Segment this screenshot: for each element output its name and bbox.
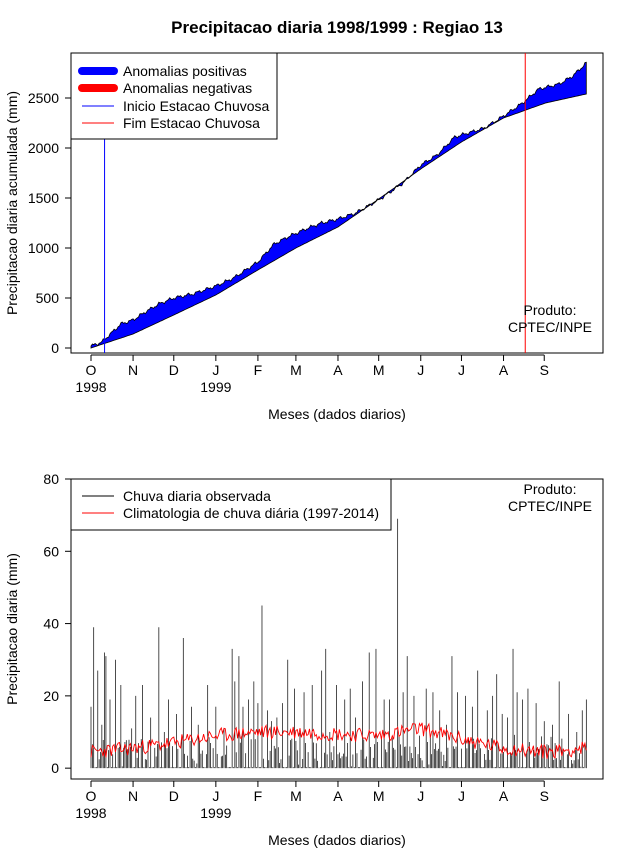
x-tick-label: A [499, 788, 509, 804]
plot1-x-axis-title: Meses (dados diarios) [268, 406, 406, 422]
chart-title: Precipitacao diaria 1998/1999 : Regiao 1… [171, 18, 503, 37]
x-tick-label: S [540, 788, 549, 804]
x-tick-label: J [417, 362, 424, 378]
y-tick-label: 2000 [28, 140, 59, 156]
x-tick-label: J [417, 788, 424, 804]
x-tick-label: M [373, 788, 385, 804]
legend-label-climatology: Climatologia de chuva diária (1997-2014) [123, 505, 379, 521]
x-tick-label: J [458, 362, 465, 378]
x-year-label: 1998 [75, 379, 106, 395]
daily-precipitation-chart: 0 20 40 60 80 O N D J F M A M J J A S 1998 1999 Meses (da… [4, 471, 604, 848]
x-tick-label: F [254, 788, 263, 804]
plot2-legend: Chuva diaria observada Climatologia de c… [70, 478, 392, 531]
x-tick-label: F [254, 362, 263, 378]
plot2-product-label: Produto: [524, 481, 577, 497]
x-year-label: 1999 [200, 805, 231, 821]
legend-label-negative-anomaly: Anomalias negativas [123, 80, 252, 96]
climatology-line [90, 722, 587, 759]
y-tick-label: 40 [43, 616, 59, 632]
plot2-product-source: CPTEC/INPE [508, 498, 592, 514]
x-tick-label: O [86, 362, 97, 378]
y-tick-label: 1500 [28, 190, 59, 206]
x-tick-label: N [128, 362, 138, 378]
y-tick-label: 20 [43, 688, 59, 704]
plot1-legend: Anomalias positivas Anomalias negativas … [70, 52, 278, 140]
cumulative-precipitation-chart: 0 500 1000 1500 2000 2500 O N D J F M A M J J A S 1998 199… [4, 52, 604, 422]
plot2-legend-box [70, 478, 392, 531]
x-tick-label: J [212, 788, 219, 804]
x-tick-label: M [290, 788, 302, 804]
plot2-x-axis-title: Meses (dados diarios) [268, 832, 406, 848]
x-year-label: 1998 [75, 805, 106, 821]
x-tick-label: A [333, 362, 343, 378]
x-tick-label: S [540, 362, 549, 378]
legend-label-rainy-season-start: Inicio Estacao Chuvosa [123, 98, 270, 114]
y-tick-label: 60 [43, 543, 59, 559]
y-tick-label: 1000 [28, 240, 59, 256]
legend-label-positive-anomaly: Anomalias positivas [123, 63, 247, 79]
positive-anomaly-area [90, 61, 587, 349]
plot2-data-layer [90, 518, 587, 769]
plot1-y-axis: 0 500 1000 1500 2000 2500 [28, 90, 72, 356]
plot1-data-layer [90, 53, 587, 353]
x-tick-label: M [373, 362, 385, 378]
x-tick-label: J [458, 788, 465, 804]
x-tick-label: J [212, 362, 219, 378]
x-tick-label: D [169, 362, 179, 378]
plot1-product-label: Produto: [524, 302, 577, 318]
x-tick-label: A [499, 362, 509, 378]
x-tick-label: O [86, 788, 97, 804]
legend-label-rainy-season-end: Fim Estacao Chuvosa [123, 115, 260, 131]
y-tick-label: 0 [51, 340, 59, 356]
y-tick-label: 2500 [28, 90, 59, 106]
y-tick-label: 500 [36, 290, 60, 306]
plot1-y-axis-title: Precipitacao diaria acumulada (mm) [4, 91, 20, 315]
y-tick-label: 80 [43, 471, 59, 487]
legend-label-observed-rain: Chuva diaria observada [123, 488, 271, 504]
x-tick-label: M [290, 362, 302, 378]
x-year-label: 1999 [200, 379, 231, 395]
y-tick-label: 0 [51, 760, 59, 776]
plot1-product-source: CPTEC/INPE [508, 319, 592, 335]
x-tick-label: D [169, 788, 179, 804]
x-tick-label: A [333, 788, 343, 804]
plot2-x-axis: O N D J F M A M J J A S 1998 1999 [75, 780, 549, 821]
plot1-x-axis: O N D J F M A M J J A S 1998 1999 [75, 354, 549, 395]
plot2-y-axis-title: Precipitacao diaria (mm) [4, 553, 20, 705]
x-tick-label: N [128, 788, 138, 804]
plot2-y-axis: 0 20 40 60 80 [43, 471, 72, 776]
